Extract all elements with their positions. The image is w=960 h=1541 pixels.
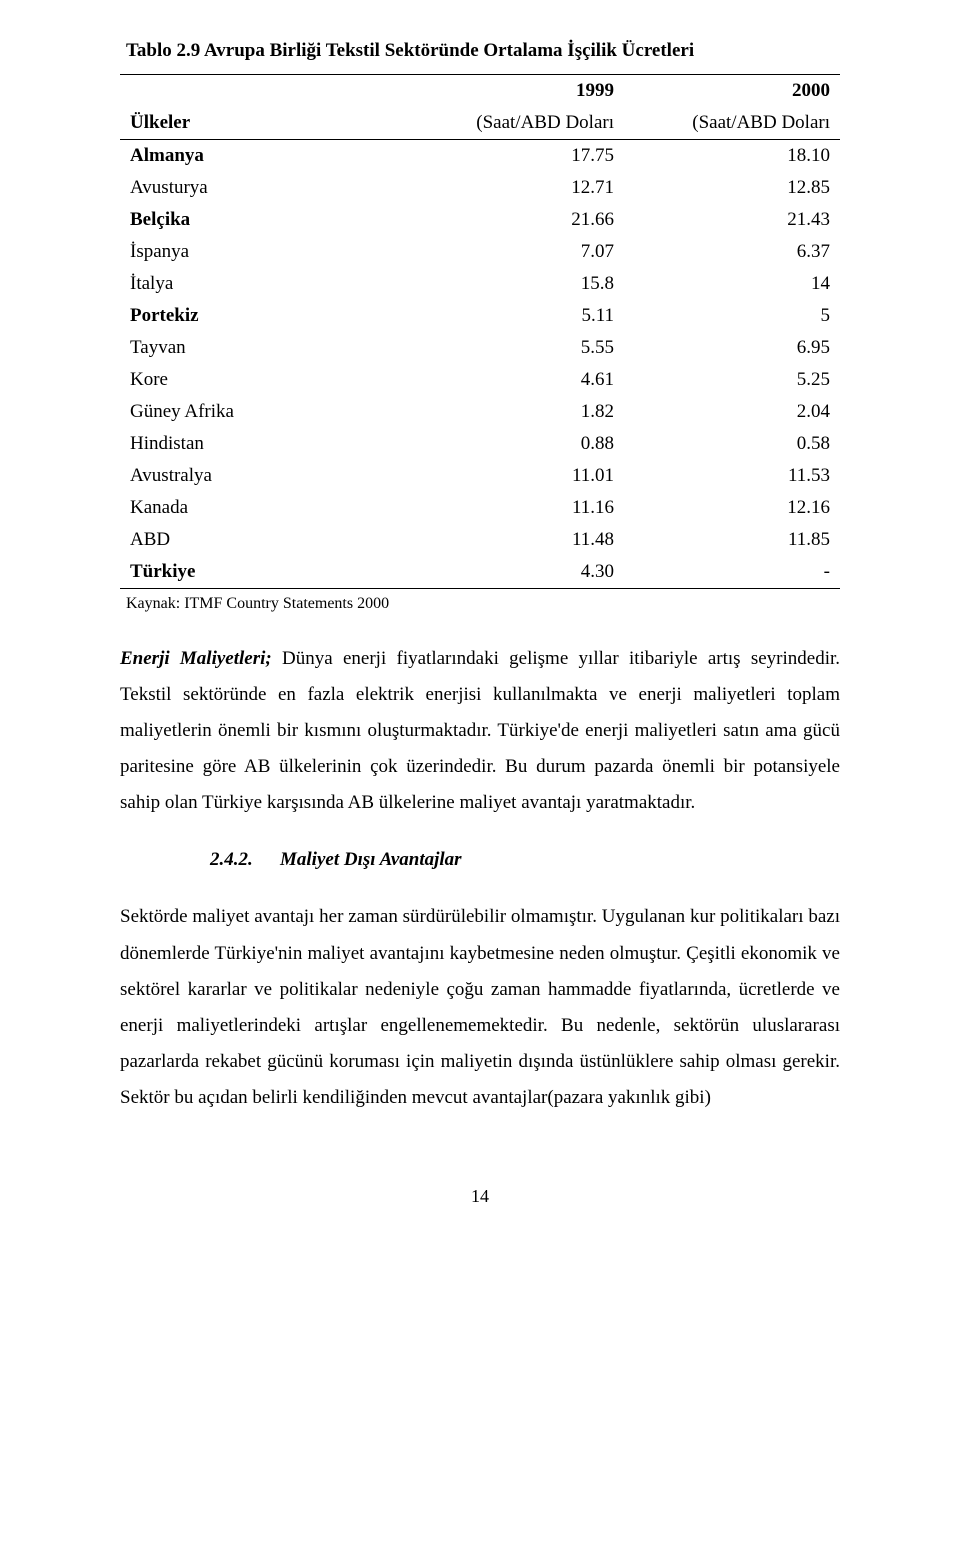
table-row-country: Avusturya <box>120 172 408 204</box>
table-row-value-1999: 15.8 <box>408 268 624 300</box>
table-row-value-1999: 1.82 <box>408 396 624 428</box>
col-country-header: Ülkeler <box>120 107 408 140</box>
table-row-value-1999: 11.48 <box>408 524 624 556</box>
table-row-value-1999: 17.75 <box>408 140 624 173</box>
wage-table: 1999 2000 Ülkeler (Saat/ABD Doları (Saat… <box>120 74 840 589</box>
table-row-value-1999: 4.30 <box>408 556 624 589</box>
table-row-value-1999: 11.01 <box>408 460 624 492</box>
table-row-value-1999: 0.88 <box>408 428 624 460</box>
table-row-value-2000: 2.04 <box>624 396 840 428</box>
section-number: 2.4.2. <box>210 849 280 871</box>
table-row-value-2000: 14 <box>624 268 840 300</box>
table-row-value-2000: - <box>624 556 840 589</box>
table-row-country: Türkiye <box>120 556 408 589</box>
col-year-2000: 2000 <box>624 75 840 108</box>
page-number: 14 <box>120 1186 840 1207</box>
paragraph-energy-costs: Enerji Maliyetleri; Dünya enerji fiyatla… <box>120 641 840 821</box>
paragraph-lead: Enerji Maliyetleri; <box>120 648 272 669</box>
table-row-value-1999: 7.07 <box>408 236 624 268</box>
section-heading: 2.4.2.Maliyet Dışı Avantajlar <box>210 849 840 871</box>
table-row-country: Belçika <box>120 204 408 236</box>
table-title: Tablo 2.9 Avrupa Birliği Tekstil Sektörü… <box>126 40 840 62</box>
table-row-country: Tayvan <box>120 332 408 364</box>
table-row-value-2000: 0.58 <box>624 428 840 460</box>
table-row-country: Güney Afrika <box>120 396 408 428</box>
table-row-value-2000: 12.16 <box>624 492 840 524</box>
col-unit-2000: (Saat/ABD Doları <box>624 107 840 140</box>
table-row-country: İtalya <box>120 268 408 300</box>
table-row-value-1999: 11.16 <box>408 492 624 524</box>
table-row-value-2000: 5 <box>624 300 840 332</box>
table-row-country: Almanya <box>120 140 408 173</box>
table-row-value-1999: 5.11 <box>408 300 624 332</box>
col-unit-1999: (Saat/ABD Doları <box>408 107 624 140</box>
table-row-country: Kanada <box>120 492 408 524</box>
table-row-country: Kore <box>120 364 408 396</box>
section-title: Maliyet Dışı Avantajlar <box>280 849 462 870</box>
paragraph-rest: Dünya enerji fiyatlarındaki gelişme yıll… <box>120 648 840 813</box>
table-row-country: Avustralya <box>120 460 408 492</box>
table-row-value-2000: 6.37 <box>624 236 840 268</box>
table-row-value-1999: 4.61 <box>408 364 624 396</box>
table-row-country: İspanya <box>120 236 408 268</box>
table-row-value-2000: 5.25 <box>624 364 840 396</box>
table-row-value-2000: 12.85 <box>624 172 840 204</box>
table-row-value-2000: 11.85 <box>624 524 840 556</box>
table-row-value-2000: 18.10 <box>624 140 840 173</box>
table-source: Kaynak: ITMF Country Statements 2000 <box>126 595 840 613</box>
table-row-country: Hindistan <box>120 428 408 460</box>
table-row-value-1999: 21.66 <box>408 204 624 236</box>
table-row-value-2000: 21.43 <box>624 204 840 236</box>
table-row-value-2000: 6.95 <box>624 332 840 364</box>
table-row-country: Portekiz <box>120 300 408 332</box>
table-row-value-1999: 12.71 <box>408 172 624 204</box>
table-row-value-2000: 11.53 <box>624 460 840 492</box>
table-row-country: ABD <box>120 524 408 556</box>
paragraph-non-cost-advantages: Sektörde maliyet avantajı her zaman sürd… <box>120 899 840 1116</box>
table-row-value-1999: 5.55 <box>408 332 624 364</box>
col-year-1999: 1999 <box>408 75 624 108</box>
